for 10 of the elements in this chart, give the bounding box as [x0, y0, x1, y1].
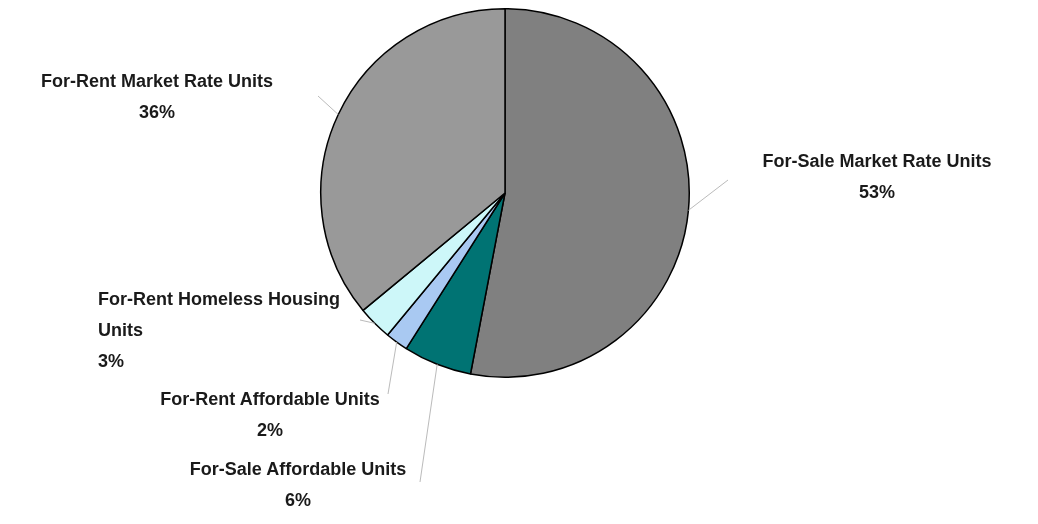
slice-label: For-Sale Affordable Units	[189, 458, 407, 479]
data-label: 53%	[858, 181, 896, 202]
slice-label: For-Rent Affordable Units	[160, 388, 380, 409]
data-label: 2%	[256, 419, 284, 440]
slice-label: For-Rent Market Rate Units	[40, 70, 274, 91]
data-label: 3%	[98, 350, 125, 371]
slice-label: For-Sale Market Rate Units	[762, 150, 992, 171]
data-label: 36%	[138, 101, 176, 122]
slice-label: For-Rent Homeless Housing Units	[98, 288, 341, 340]
data-label: 6%	[284, 489, 312, 510]
